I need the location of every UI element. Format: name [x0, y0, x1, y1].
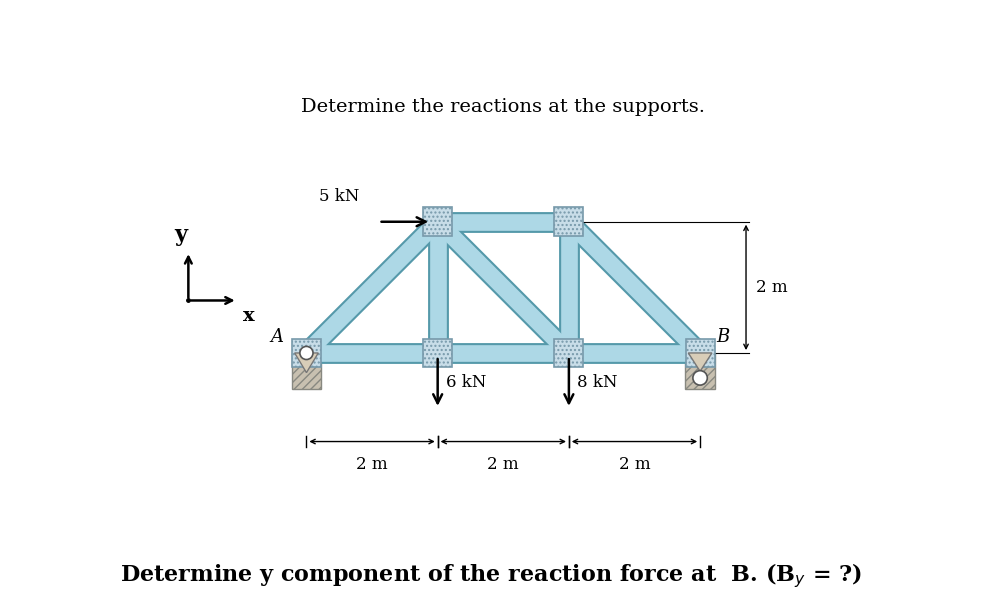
- Bar: [685, 353, 715, 389]
- Bar: [555, 207, 583, 236]
- Text: Determine y component of the reaction force at  B. (B$_y$ = ?): Determine y component of the reaction fo…: [120, 561, 862, 590]
- Text: x: x: [243, 307, 254, 325]
- Text: 2 m: 2 m: [487, 456, 519, 473]
- Text: 5 kN: 5 kN: [318, 188, 359, 206]
- Polygon shape: [295, 353, 318, 373]
- Polygon shape: [688, 353, 712, 371]
- Bar: [555, 339, 583, 367]
- Text: 2 m: 2 m: [619, 456, 650, 473]
- Text: y: y: [174, 224, 187, 246]
- Text: 2 m: 2 m: [356, 456, 388, 473]
- Bar: [292, 353, 321, 389]
- Text: 8 kN: 8 kN: [576, 374, 618, 391]
- Text: 6 kN: 6 kN: [446, 374, 486, 391]
- Circle shape: [300, 347, 313, 359]
- Circle shape: [693, 371, 707, 385]
- Bar: [292, 339, 321, 367]
- Bar: [423, 207, 452, 236]
- Text: Determine the reactions at the supports.: Determine the reactions at the supports.: [301, 98, 705, 116]
- Text: A: A: [270, 328, 284, 345]
- Bar: [685, 339, 715, 367]
- Text: 2 m: 2 m: [756, 279, 788, 296]
- Bar: [423, 339, 452, 367]
- Text: B: B: [717, 328, 730, 345]
